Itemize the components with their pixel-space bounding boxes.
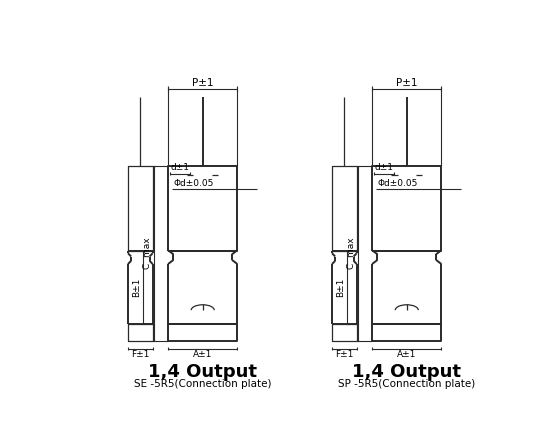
Text: F±1: F±1	[335, 350, 353, 359]
Text: 1,4 Output: 1,4 Output	[148, 362, 257, 380]
Text: d±1: d±1	[375, 164, 393, 172]
Text: P±1: P±1	[192, 78, 213, 88]
Text: 1,4 Output: 1,4 Output	[352, 362, 461, 380]
Text: C  max: C max	[347, 238, 356, 269]
Text: SE -5R5(Connection plate): SE -5R5(Connection plate)	[134, 379, 271, 389]
Text: P±1: P±1	[396, 78, 417, 88]
Text: Φd±0.05: Φd±0.05	[173, 179, 214, 188]
Text: d±1: d±1	[171, 164, 190, 172]
Text: F±1: F±1	[131, 350, 150, 359]
Text: B±1: B±1	[336, 278, 345, 297]
Text: A±1: A±1	[397, 350, 416, 359]
Text: Φd±0.05: Φd±0.05	[377, 179, 418, 188]
Text: A±1: A±1	[193, 350, 212, 359]
Text: SP -5R5(Connection plate): SP -5R5(Connection plate)	[338, 379, 475, 389]
Text: C  max: C max	[143, 238, 152, 269]
Text: B±1: B±1	[132, 278, 141, 297]
